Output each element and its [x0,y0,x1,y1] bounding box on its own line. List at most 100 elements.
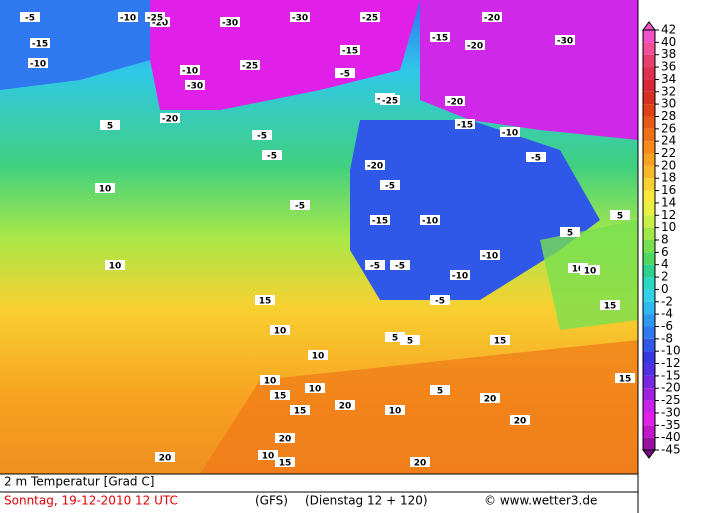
label-box [482,12,502,22]
map-label: -5 [340,70,350,80]
map-label: 20 [159,454,172,464]
map-label: -5 [25,14,35,24]
legend-label: 22 [661,146,676,160]
legend-swatch [643,338,655,352]
legend-label: 10 [661,220,676,234]
label-box [610,210,630,220]
map-label: -5 [435,297,445,307]
label-box [95,183,115,193]
legend-swatch [643,67,655,80]
label-box [340,45,360,55]
label-box [258,450,278,460]
map-label: 15 [604,302,617,312]
label-box [290,405,310,415]
label-box [360,12,380,22]
map-label: -5 [531,154,541,164]
label-box [390,260,410,270]
legend-swatch [643,437,655,450]
legend-frame [642,29,656,451]
label-box [615,373,635,383]
legend-label: 30 [661,97,676,111]
label-box [28,58,48,68]
map-label: -30 [557,37,573,47]
legend-label: -15 [661,368,681,382]
legend-swatch [643,79,655,92]
legend-swatch [643,375,655,389]
label-box [430,295,450,305]
legend-swatch [643,351,655,364]
label-box [305,383,325,393]
label-box [385,332,405,342]
label-box [105,260,125,270]
label-box [275,433,295,443]
footer-date: Sonntag, 19-12-2010 12 UTC [4,494,178,508]
legend-swatch [643,153,655,166]
legend-swatch [643,252,655,265]
label-box [290,200,310,210]
legend-swatch [643,190,655,203]
cold-region [420,0,638,140]
label-box [20,12,40,22]
legend-label: 42 [661,23,676,37]
legend-label: 16 [661,183,676,197]
label-box [380,95,400,105]
label-box [430,32,450,42]
label-box [160,113,180,123]
map-label: -25 [362,14,378,24]
map-label: 5 [437,387,443,397]
map-label: -20 [467,42,483,52]
map-label: -30 [187,82,203,92]
map-label: -5 [385,182,395,192]
map-label: -15 [372,217,388,227]
map-label: -15 [457,121,473,131]
legend-swatch [643,202,655,216]
map-label: 10 [262,452,275,462]
map-label: 20 [484,395,497,405]
map-label: -5 [295,202,305,212]
legend-label: 2 [661,270,669,284]
map-label: -30 [222,19,238,29]
map-label: -20 [447,98,463,108]
legend-swatch [643,30,655,43]
map-label: -20 [484,14,500,24]
legend-swatch [643,91,655,105]
legend-swatch [643,178,655,191]
label-box [180,65,200,75]
legend-swatch [643,289,655,302]
label-box [365,160,385,170]
legend-swatch [643,227,655,240]
label-box [155,452,175,462]
label-box [240,60,260,70]
legend-label: 8 [661,233,669,247]
label-box [335,400,355,410]
legend-swatch [643,165,655,179]
label-box [385,405,405,415]
cold-region [350,120,600,300]
legend-label: 36 [661,60,676,74]
legend-label: 4 [661,257,669,271]
map-label: -15 [432,34,448,44]
legend-label: -4 [661,307,673,321]
label-box [580,265,600,275]
label-box [365,260,385,270]
legend-label: 6 [661,245,669,259]
legend-label: 0 [661,282,669,296]
map-label: 10 [584,267,597,277]
legend-label: -25 [661,393,681,407]
legend-swatch [643,425,655,438]
map-label: -10 [30,60,46,70]
label-box [270,325,290,335]
label-box [275,457,295,467]
cold-region [150,0,420,110]
map-label: -20 [162,115,178,125]
legend-label: -20 [661,381,681,395]
label-box [270,390,290,400]
label-box [455,119,475,129]
legend-swatch [643,116,655,129]
map-label: -20 [152,19,168,29]
label-box [526,152,546,162]
label-box [185,80,205,90]
map-label: 10 [99,185,112,195]
map-label: 15 [619,375,632,385]
label-box [568,263,588,273]
